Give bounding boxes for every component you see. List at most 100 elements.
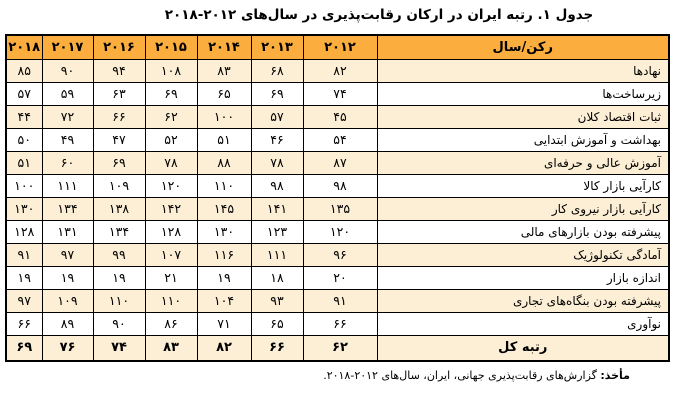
rank-cell: ۶۹: [5, 334, 43, 362]
table-row: آمادگی تکنولوژیک ۹۶ ۱۱۱ ۱۱۶ ۱۰۷ ۹۹ ۹۷ ۹۱: [5, 242, 670, 267]
rank-cell: ۱۴۱: [250, 196, 304, 221]
rank-cell: ۵۴: [302, 127, 378, 152]
table-row: پیشرفته بودن بنگاه‌های تجاری ۹۱ ۹۳ ۱۰۴ ۱۱۰ ۱۱…: [5, 288, 670, 313]
row-label: اندازه بازار: [376, 265, 670, 290]
rank-cell: ۱۲۰: [144, 173, 198, 198]
column-header-year: ۲۰۱۴: [196, 34, 252, 60]
rank-cell: ۶۶: [5, 311, 43, 336]
rank-cell: ۱۲۰: [302, 219, 378, 244]
rank-cell: ۵۹: [41, 81, 94, 106]
rank-cell: ۱۳۱: [41, 219, 94, 244]
table-row: کارآیی بازار نیروی کار ۱۳۵ ۱۴۱ ۱۴۵ ۱۴۲ ۱۳۸ ۱۳۴…: [5, 196, 670, 221]
rank-cell: ۱۲۳: [250, 219, 304, 244]
header-row: رکن/سال ۲۰۱۲ ۲۰۱۳ ۲۰۱۴ ۲۰۱۵ ۲۰۱۶ ۲۰۱۷ ۲۰۱۸: [5, 34, 670, 60]
rank-cell: ۱۹: [92, 265, 146, 290]
table-row: ثبات اقتصاد کلان ۴۵ ۵۷ ۱۰۰ ۶۲ ۶۶ ۷۲ ۴۴: [5, 104, 670, 129]
rank-cell: ۱۰۷: [144, 242, 198, 267]
iran-competitiveness-rank-table: رکن/سال ۲۰۱۲ ۲۰۱۳ ۲۰۱۴ ۲۰۱۵ ۲۰۱۶ ۲۰۱۷ ۲۰۱۸ نهاد…: [5, 34, 670, 362]
rank-cell: ۹۹: [92, 242, 146, 267]
rank-cell: ۶۵: [250, 311, 304, 336]
rank-cell: ۸۷: [302, 150, 378, 175]
rank-cell: ۶۲: [302, 334, 378, 362]
rank-cell: ۱۱۱: [250, 242, 304, 267]
source-note: مأخذ: گزارش‌های رقابت‌پذیری جهانی، ایران…: [0, 369, 630, 384]
row-label: کارآیی بازار کالا: [376, 173, 670, 198]
row-label: آموزش عالی و حرفه‌ای: [376, 150, 670, 175]
rank-cell: ۷۶: [41, 334, 94, 362]
rank-cell: ۱۹: [5, 265, 43, 290]
row-label: نهادها: [376, 58, 670, 83]
rank-cell: ۷۲: [41, 104, 94, 129]
rank-cell: ۹۶: [302, 242, 378, 267]
rank-cell: ۵۷: [250, 104, 304, 129]
column-header-year: ۲۰۱۲: [302, 34, 378, 60]
row-label: کارآیی بازار نیروی کار: [376, 196, 670, 221]
row-label: پیشرفته بودن بنگاه‌های تجاری: [376, 288, 670, 313]
rank-cell: ۱۳۰: [196, 219, 252, 244]
source-label: مأخذ:: [600, 369, 630, 382]
rank-cell: ۹۱: [5, 242, 43, 267]
rank-cell: ۸۲: [196, 334, 252, 362]
column-header-pillar-year: رکن/سال: [376, 34, 670, 60]
rank-cell: ۸۳: [196, 58, 252, 83]
rank-cell: ۱۹: [196, 265, 252, 290]
row-label: بهداشت و آموزش ابتدایی: [376, 127, 670, 152]
table-title: جدول ۱. رتبه ایران در ارکان رقابت‌پذیری …: [164, 7, 594, 23]
rank-cell: ۱۲۸: [5, 219, 43, 244]
rank-cell: ۶۵: [196, 81, 252, 106]
column-header-year: ۲۰۱۷: [41, 34, 94, 60]
rank-cell: ۱۴۲: [144, 196, 198, 221]
rank-cell: ۷۱: [196, 311, 252, 336]
rank-cell: ۵۲: [144, 127, 198, 152]
table-row: آموزش عالی و حرفه‌ای ۸۷ ۷۸ ۸۸ ۷۸ ۶۹ ۶۰ ۵۱: [5, 150, 670, 175]
rank-cell: ۱۳۰: [5, 196, 43, 221]
rank-cell: ۴۴: [5, 104, 43, 129]
rank-cell: ۸۵: [5, 58, 43, 83]
table-row: نوآوری ۶۶ ۶۵ ۷۱ ۸۶ ۹۰ ۸۹ ۶۶: [5, 311, 670, 336]
column-header-year: ۲۰۱۵: [144, 34, 198, 60]
rank-cell: ۵۰: [5, 127, 43, 152]
source-text: گزارش‌های رقابت‌پذیری جهانی، ایران، سال‌…: [323, 369, 601, 382]
row-label: ثبات اقتصاد کلان: [376, 104, 670, 129]
rank-cell: ۱۱۰: [92, 288, 146, 313]
column-header-year: ۲۰۱۶: [92, 34, 146, 60]
rank-cell: ۶۹: [144, 81, 198, 106]
rank-cell: ۱۲۸: [144, 219, 198, 244]
rank-cell: ۶۶: [250, 334, 304, 362]
rank-cell: ۱۰۰: [196, 104, 252, 129]
row-label: پیشرفته بودن بازارهای مالی: [376, 219, 670, 244]
rank-cell: ۹۱: [302, 288, 378, 313]
rank-cell: ۱۱۱: [41, 173, 94, 198]
table-row: زیرساخت‌ها ۷۴ ۶۹ ۶۵ ۶۹ ۶۳ ۵۹ ۵۷: [5, 81, 670, 106]
rank-cell: ۱۱۰: [196, 173, 252, 198]
rank-cell: ۷۴: [92, 334, 146, 362]
rank-cell: ۶۳: [92, 81, 146, 106]
rank-cell: ۱۰۹: [41, 288, 94, 313]
rank-cell: ۱۰۸: [144, 58, 198, 83]
rank-cell: ۱۰۴: [196, 288, 252, 313]
rank-cell: ۱۸: [250, 265, 304, 290]
rank-cell: ۷۸: [250, 150, 304, 175]
rank-cell: ۱۱۶: [196, 242, 252, 267]
rank-cell: ۶۰: [41, 150, 94, 175]
total-row: رتبه کل ۶۲ ۶۶ ۸۲ ۸۳ ۷۴ ۷۶ ۶۹: [5, 334, 670, 362]
rank-cell: ۹۴: [92, 58, 146, 83]
rank-cell: ۵۱: [196, 127, 252, 152]
column-header-year: ۲۰۱۸: [5, 34, 43, 60]
rank-cell: ۹۰: [92, 311, 146, 336]
rank-cell: ۱۰۰: [5, 173, 43, 198]
rank-cell: ۵۷: [5, 81, 43, 106]
rank-cell: ۶۶: [92, 104, 146, 129]
rank-cell: ۲۰: [302, 265, 378, 290]
column-header-year: ۲۰۱۳: [250, 34, 304, 60]
rank-cell: ۸۲: [302, 58, 378, 83]
rank-cell: ۵۱: [5, 150, 43, 175]
table-row: اندازه بازار ۲۰ ۱۸ ۱۹ ۲۱ ۱۹ ۱۹ ۱۹: [5, 265, 670, 290]
rank-cell: ۴۵: [302, 104, 378, 129]
table-row: پیشرفته بودن بازارهای مالی ۱۲۰ ۱۲۳ ۱۳۰ ۱۲۸ ۱۳…: [5, 219, 670, 244]
rank-cell: ۸۳: [144, 334, 198, 362]
table-row: کارآیی بازار کالا ۹۸ ۹۸ ۱۱۰ ۱۲۰ ۱۰۹ ۱۱۱ ۱۰۰: [5, 173, 670, 198]
rank-cell: ۱۱۰: [144, 288, 198, 313]
rank-cell: ۶۲: [144, 104, 198, 129]
